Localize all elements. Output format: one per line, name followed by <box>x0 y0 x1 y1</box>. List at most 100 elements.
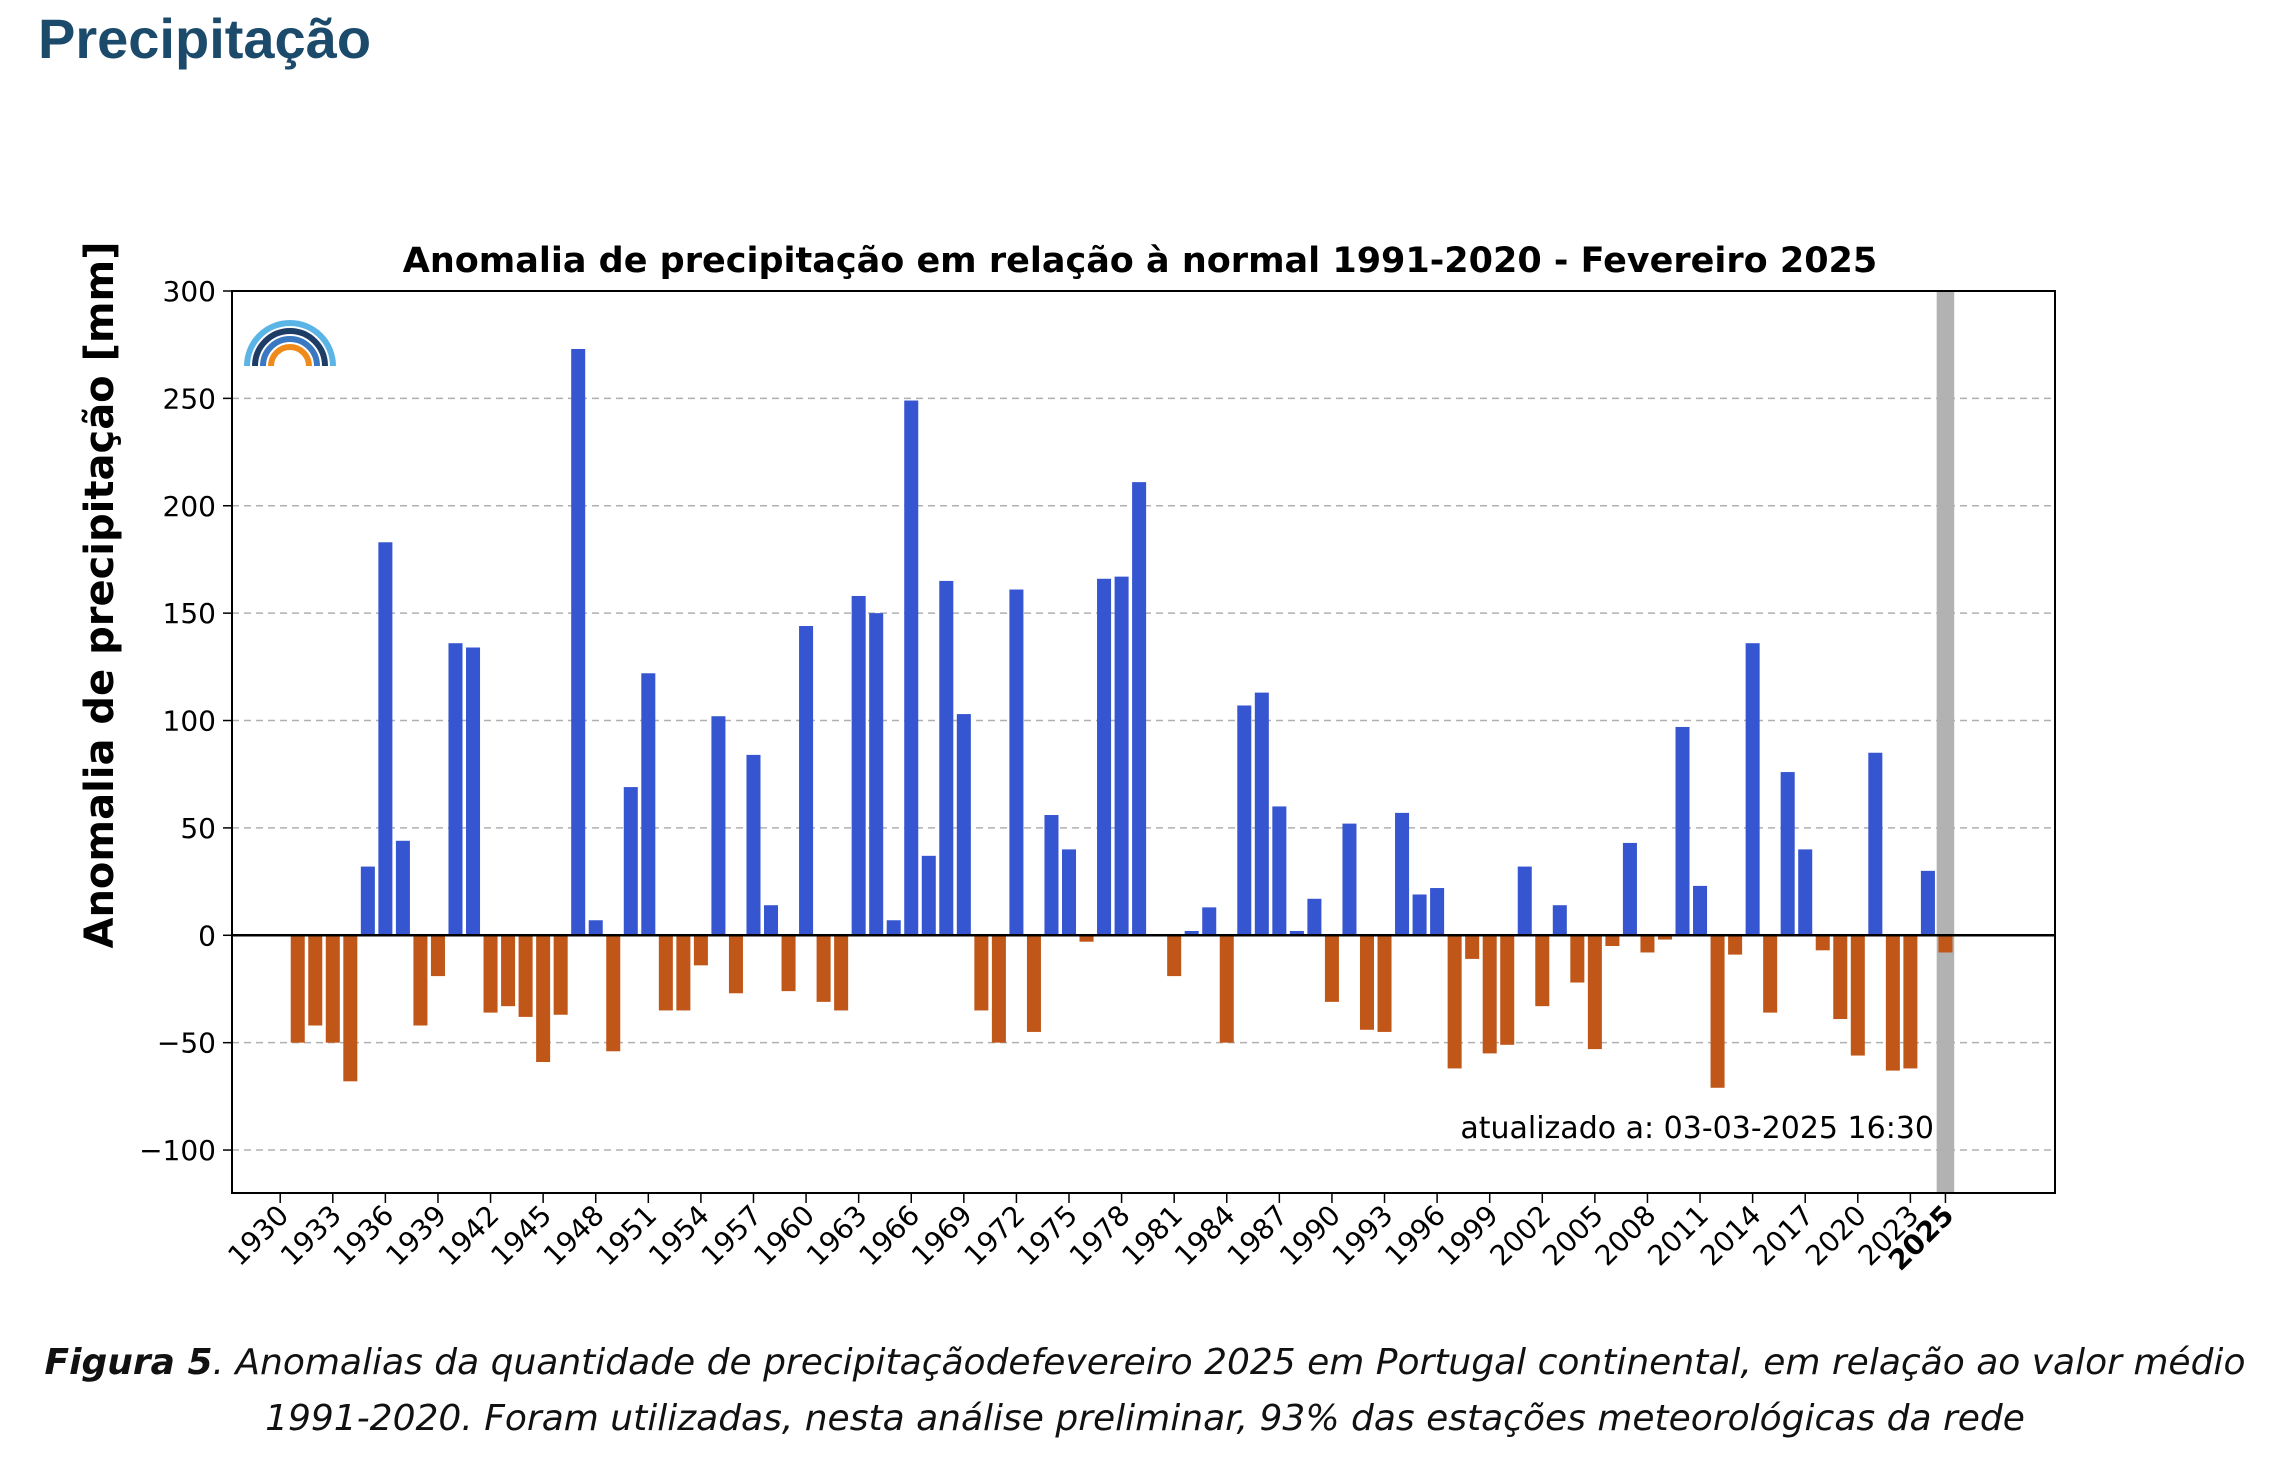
bar-1991 <box>1342 823 1357 936</box>
figure-label: Figura 5 <box>44 1342 213 1383</box>
highlight-band <box>1936 291 1955 1193</box>
bar-2016 <box>1780 772 1795 936</box>
bar-1955 <box>711 716 726 936</box>
y-tick-label: −50 <box>157 1027 216 1060</box>
bar-1967 <box>921 855 936 936</box>
bar-1942 <box>483 935 498 1013</box>
bar-2003 <box>1552 905 1567 936</box>
x-tick-label: 1975 <box>1010 1199 1084 1273</box>
x-tick-label: 2011 <box>1641 1199 1715 1273</box>
bar-2006 <box>1605 935 1620 947</box>
bar-1957 <box>746 754 761 936</box>
bar-1960 <box>799 626 814 936</box>
x-tick-label: 1984 <box>1168 1199 1242 1273</box>
bar-1964 <box>869 613 884 936</box>
bar-1945 <box>536 935 551 1062</box>
bar-2019 <box>1833 935 1848 1020</box>
bar-1994 <box>1395 812 1410 936</box>
updated-annotation: atualizado a: 03-03-2025 16:30 <box>1460 1111 1934 1146</box>
bar-1961 <box>816 935 831 1002</box>
bar-2005 <box>1587 935 1602 1050</box>
y-tick-label: 50 <box>180 812 216 845</box>
y-tick-label: 300 <box>163 275 216 308</box>
bar-1932 <box>308 935 323 1026</box>
x-tick-label: 1978 <box>1063 1199 1137 1273</box>
bar-1938 <box>413 935 428 1026</box>
x-tick-label: 1933 <box>274 1199 348 1273</box>
bar-1995 <box>1412 894 1427 936</box>
weather-arcs-logo-icon <box>244 320 336 367</box>
bar-1996 <box>1430 888 1445 936</box>
x-tick-label: 1936 <box>327 1199 401 1273</box>
bar-2014 <box>1745 643 1760 936</box>
x-tick-label: 2020 <box>1799 1199 1873 1273</box>
bar-1993 <box>1377 935 1392 1032</box>
bar-1972 <box>1009 589 1024 936</box>
bar-2011 <box>1693 885 1708 936</box>
bar-1966 <box>904 400 919 936</box>
bar-1958 <box>764 905 779 936</box>
bar-1978 <box>1114 576 1129 936</box>
bar-2021 <box>1868 752 1883 936</box>
bar-1951 <box>641 673 656 936</box>
bar-2012 <box>1710 935 1725 1088</box>
bar-1937 <box>395 840 410 936</box>
bar-1941 <box>466 647 481 936</box>
bar-1954 <box>693 935 708 966</box>
bar-1948 <box>588 920 603 936</box>
bar-1959 <box>781 935 796 992</box>
bar-1940 <box>448 643 463 936</box>
figure-caption: Figura 5. Anomalias da quantidade de pre… <box>30 1335 2260 1447</box>
bar-2001 <box>1517 866 1532 936</box>
x-tick-label: 1960 <box>747 1199 821 1273</box>
bar-1981 <box>1167 935 1182 977</box>
bar-2023 <box>1903 935 1918 1069</box>
bar-1982 <box>1184 930 1199 936</box>
x-tick-label: 1954 <box>642 1199 716 1273</box>
y-tick-label: 200 <box>163 490 216 523</box>
bar-1953 <box>676 935 691 1011</box>
bar-1965 <box>886 920 901 936</box>
bar-1988 <box>1289 930 1304 936</box>
bar-1950 <box>623 787 638 936</box>
bar-1992 <box>1359 935 1375 1030</box>
bar-2022 <box>1885 935 1900 1071</box>
bar-1971 <box>991 935 1006 1043</box>
x-tick-label: 1948 <box>537 1199 611 1273</box>
x-tick-label: 1939 <box>379 1199 453 1273</box>
bar-2017 <box>1798 849 1813 936</box>
bar-1936 <box>378 542 393 936</box>
x-tick-label: 1957 <box>695 1199 769 1273</box>
chart-title: Anomalia de precipitação em relação à no… <box>403 241 1878 281</box>
bar-1968 <box>939 580 954 936</box>
bar-1963 <box>851 595 866 936</box>
bar-1984 <box>1219 935 1234 1043</box>
y-tick-label: 150 <box>163 597 216 630</box>
precipitation-anomaly-chart: Anomalia de precipitação em relação à no… <box>77 241 2056 1277</box>
bar-2009 <box>1657 935 1672 940</box>
x-tick-label: 1972 <box>958 1199 1032 1273</box>
x-tick-label: 1969 <box>905 1199 979 1273</box>
bar-1947 <box>571 348 586 936</box>
bar-2010 <box>1675 726 1690 936</box>
bar-1949 <box>606 935 621 1052</box>
bar-1962 <box>834 935 849 1011</box>
bar-1989 <box>1307 898 1322 936</box>
bar-2008 <box>1640 935 1655 953</box>
bar-1946 <box>553 935 568 1015</box>
bar-1985 <box>1237 705 1252 936</box>
y-tick-label: 0 <box>198 919 216 952</box>
y-axis-label: Anomalia de precipitação [mm] <box>77 241 123 948</box>
x-tick-label: 1999 <box>1431 1199 1505 1273</box>
x-tick-label: 1987 <box>1221 1199 1295 1273</box>
bar-1998 <box>1465 935 1480 959</box>
plot-frame <box>231 290 2056 1194</box>
bar-1969 <box>956 714 971 936</box>
bar-1983 <box>1202 907 1217 936</box>
bar-2015 <box>1763 935 1778 1013</box>
bar-2013 <box>1728 935 1743 955</box>
bar-2004 <box>1570 935 1585 983</box>
x-tick-label: 1942 <box>432 1199 506 1273</box>
bar-1933 <box>325 935 340 1043</box>
bar-1997 <box>1447 935 1462 1069</box>
